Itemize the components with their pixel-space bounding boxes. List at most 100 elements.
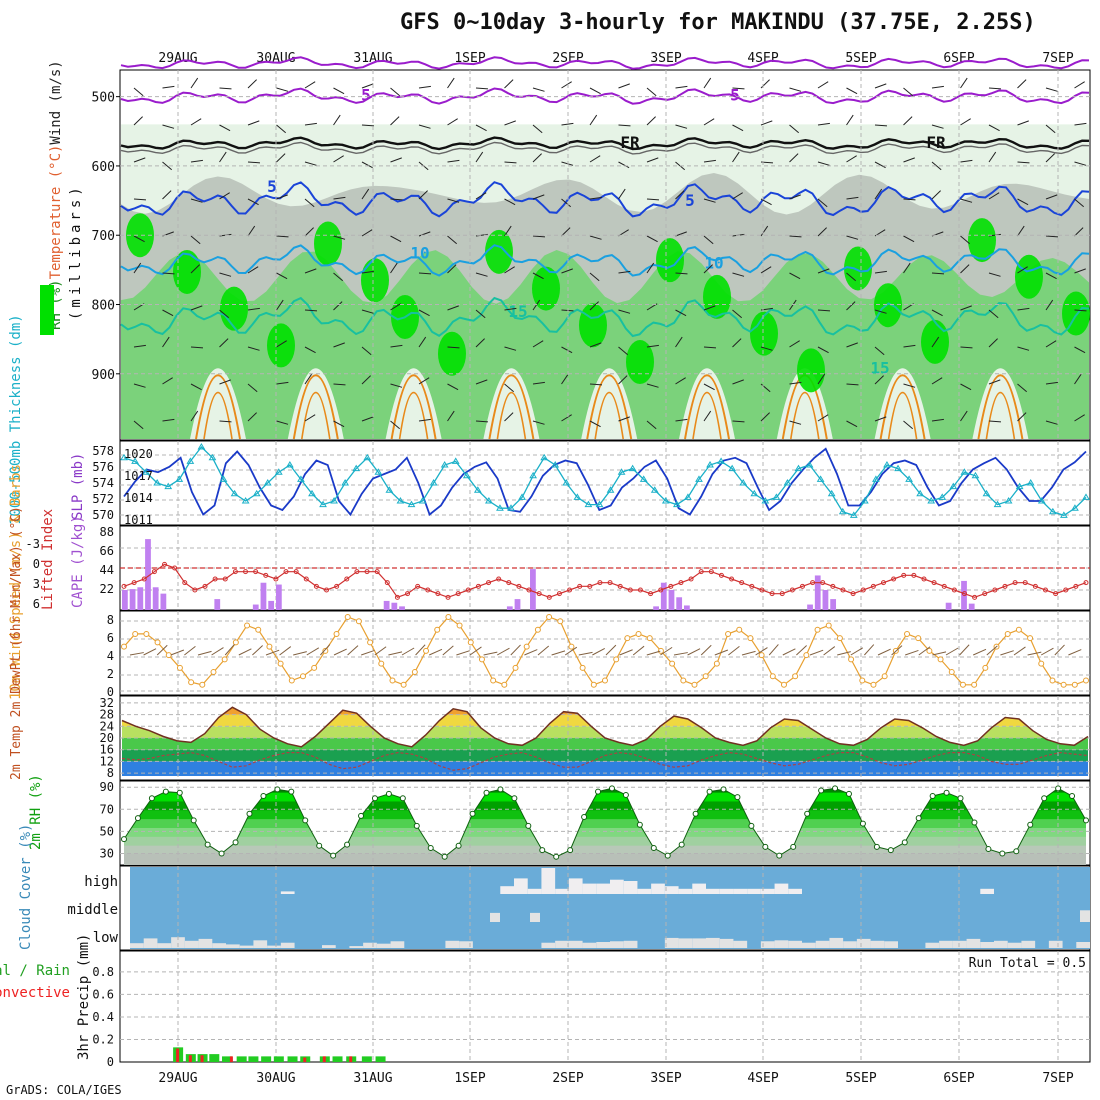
date-label-top: 31AUG xyxy=(353,51,392,66)
wind-tick: 2 xyxy=(107,667,114,681)
temp-band xyxy=(122,707,1088,715)
thickness-tick: 574 xyxy=(92,476,114,490)
wind-speed-point xyxy=(389,677,396,684)
rh-point xyxy=(134,815,141,822)
temp-ylabel-text: 2m Temp 2m DewPt (6hr Min/Max) (°C) xyxy=(9,506,24,780)
slp-point xyxy=(982,489,991,497)
wind-speed-point xyxy=(255,626,262,633)
slp-point xyxy=(617,468,626,475)
lifted-index-point xyxy=(182,580,188,586)
ua-rh-bright xyxy=(438,331,466,376)
wind-barb xyxy=(418,309,430,317)
slp-point xyxy=(894,464,902,472)
wind-speed-point xyxy=(859,677,866,684)
rh-point xyxy=(121,836,127,843)
wind-barb xyxy=(276,235,289,238)
wind-barb xyxy=(162,309,174,317)
pressure-tick: 700 xyxy=(92,229,115,244)
slp-point xyxy=(816,475,825,482)
rh-point xyxy=(581,814,588,821)
wind-barb xyxy=(475,309,486,319)
wind-speed-point xyxy=(333,630,340,637)
slp-point xyxy=(1004,497,1013,504)
date-label-bottom: 31AUG xyxy=(353,1071,392,1086)
lifted-index-point xyxy=(1022,580,1028,586)
rh-point xyxy=(483,789,490,796)
wind-barb-surface xyxy=(877,648,891,656)
wind-barb xyxy=(133,420,144,430)
date-label-top: 6SEP xyxy=(943,51,974,66)
slp-point xyxy=(462,471,471,479)
lifted-index-point xyxy=(961,591,967,597)
wind-barb xyxy=(903,116,913,126)
ua-rh-bright xyxy=(1015,254,1043,299)
panel-frame-ua xyxy=(119,69,1091,441)
temp-tick: 12 xyxy=(100,754,114,768)
wind-barb xyxy=(304,346,316,354)
wind-barb xyxy=(333,114,341,126)
slp-point xyxy=(451,457,460,464)
wind-speed-point xyxy=(680,677,687,684)
wind-barb xyxy=(532,235,546,238)
slp-point xyxy=(971,471,980,479)
wind-speed-point xyxy=(210,669,217,676)
wind-barb-surface xyxy=(170,649,185,656)
lifted-index-point xyxy=(799,583,805,589)
wind-barb xyxy=(760,225,769,237)
wind-speed-point xyxy=(434,626,441,633)
temp-band xyxy=(120,691,1090,703)
pressure-tick: 900 xyxy=(92,368,115,383)
cloud-high-bar xyxy=(747,888,761,894)
lifted-index-point xyxy=(830,583,836,589)
temp-line xyxy=(121,706,1089,748)
temp-contour-25 xyxy=(301,391,331,440)
precip-convective-bar xyxy=(188,1055,192,1062)
wind-barb xyxy=(760,346,773,351)
lifted-index-point xyxy=(192,587,198,593)
wind-barb xyxy=(133,344,146,348)
cloud-low-bar xyxy=(445,940,460,948)
lifted-index-point xyxy=(789,587,795,593)
cape-bar xyxy=(822,590,829,610)
wind-speed-point xyxy=(691,681,698,688)
ua-rh-bright xyxy=(656,238,684,283)
rh-point xyxy=(302,817,309,824)
wind-barb xyxy=(817,309,831,312)
wind-barb-surface xyxy=(796,645,807,656)
wind-speed-point xyxy=(971,681,978,688)
wind-barb xyxy=(1017,225,1025,237)
cloud-low-bar xyxy=(322,945,336,948)
cloud-low-bar xyxy=(623,940,638,948)
wind-barb xyxy=(247,307,260,311)
wind-barb xyxy=(1045,153,1055,163)
ua-plume xyxy=(581,368,638,439)
wind-barb xyxy=(960,410,968,422)
slp-ylabel-text: SLP (mb) xyxy=(70,453,86,520)
wind-barb xyxy=(846,155,857,163)
cloud-high-bar xyxy=(596,883,610,894)
temp-tick: 8 xyxy=(107,766,114,780)
date-label-bottom: 3SEP xyxy=(650,1071,681,1086)
rh-tick: 30 xyxy=(100,846,114,860)
wind-speed-point xyxy=(322,647,329,654)
slp-point xyxy=(739,479,748,486)
cloud-mid-bar xyxy=(1080,910,1090,922)
wind-barb xyxy=(703,159,716,163)
temp-band xyxy=(122,761,1088,776)
wind-barb xyxy=(874,309,887,314)
wind-barb-surface xyxy=(619,649,633,656)
lifted-index-point xyxy=(951,587,957,593)
wind-barb xyxy=(988,87,1002,90)
wind-barb xyxy=(703,383,715,391)
lifted-index-point xyxy=(779,591,785,597)
wind-barb xyxy=(190,159,203,163)
wind-ylabel: 10m Wind Speed (m/s) & Barbs xyxy=(8,464,24,700)
temp-contour-minus5 xyxy=(120,87,1090,105)
wind-barb xyxy=(903,383,916,388)
wind-barb xyxy=(390,383,403,388)
rh-point xyxy=(344,841,351,848)
precip-tick: 0.4 xyxy=(92,1010,114,1024)
wind-speed-point xyxy=(378,660,385,667)
wind-barb-surface xyxy=(156,644,168,656)
date-label-top: 7SEP xyxy=(1042,51,1073,66)
